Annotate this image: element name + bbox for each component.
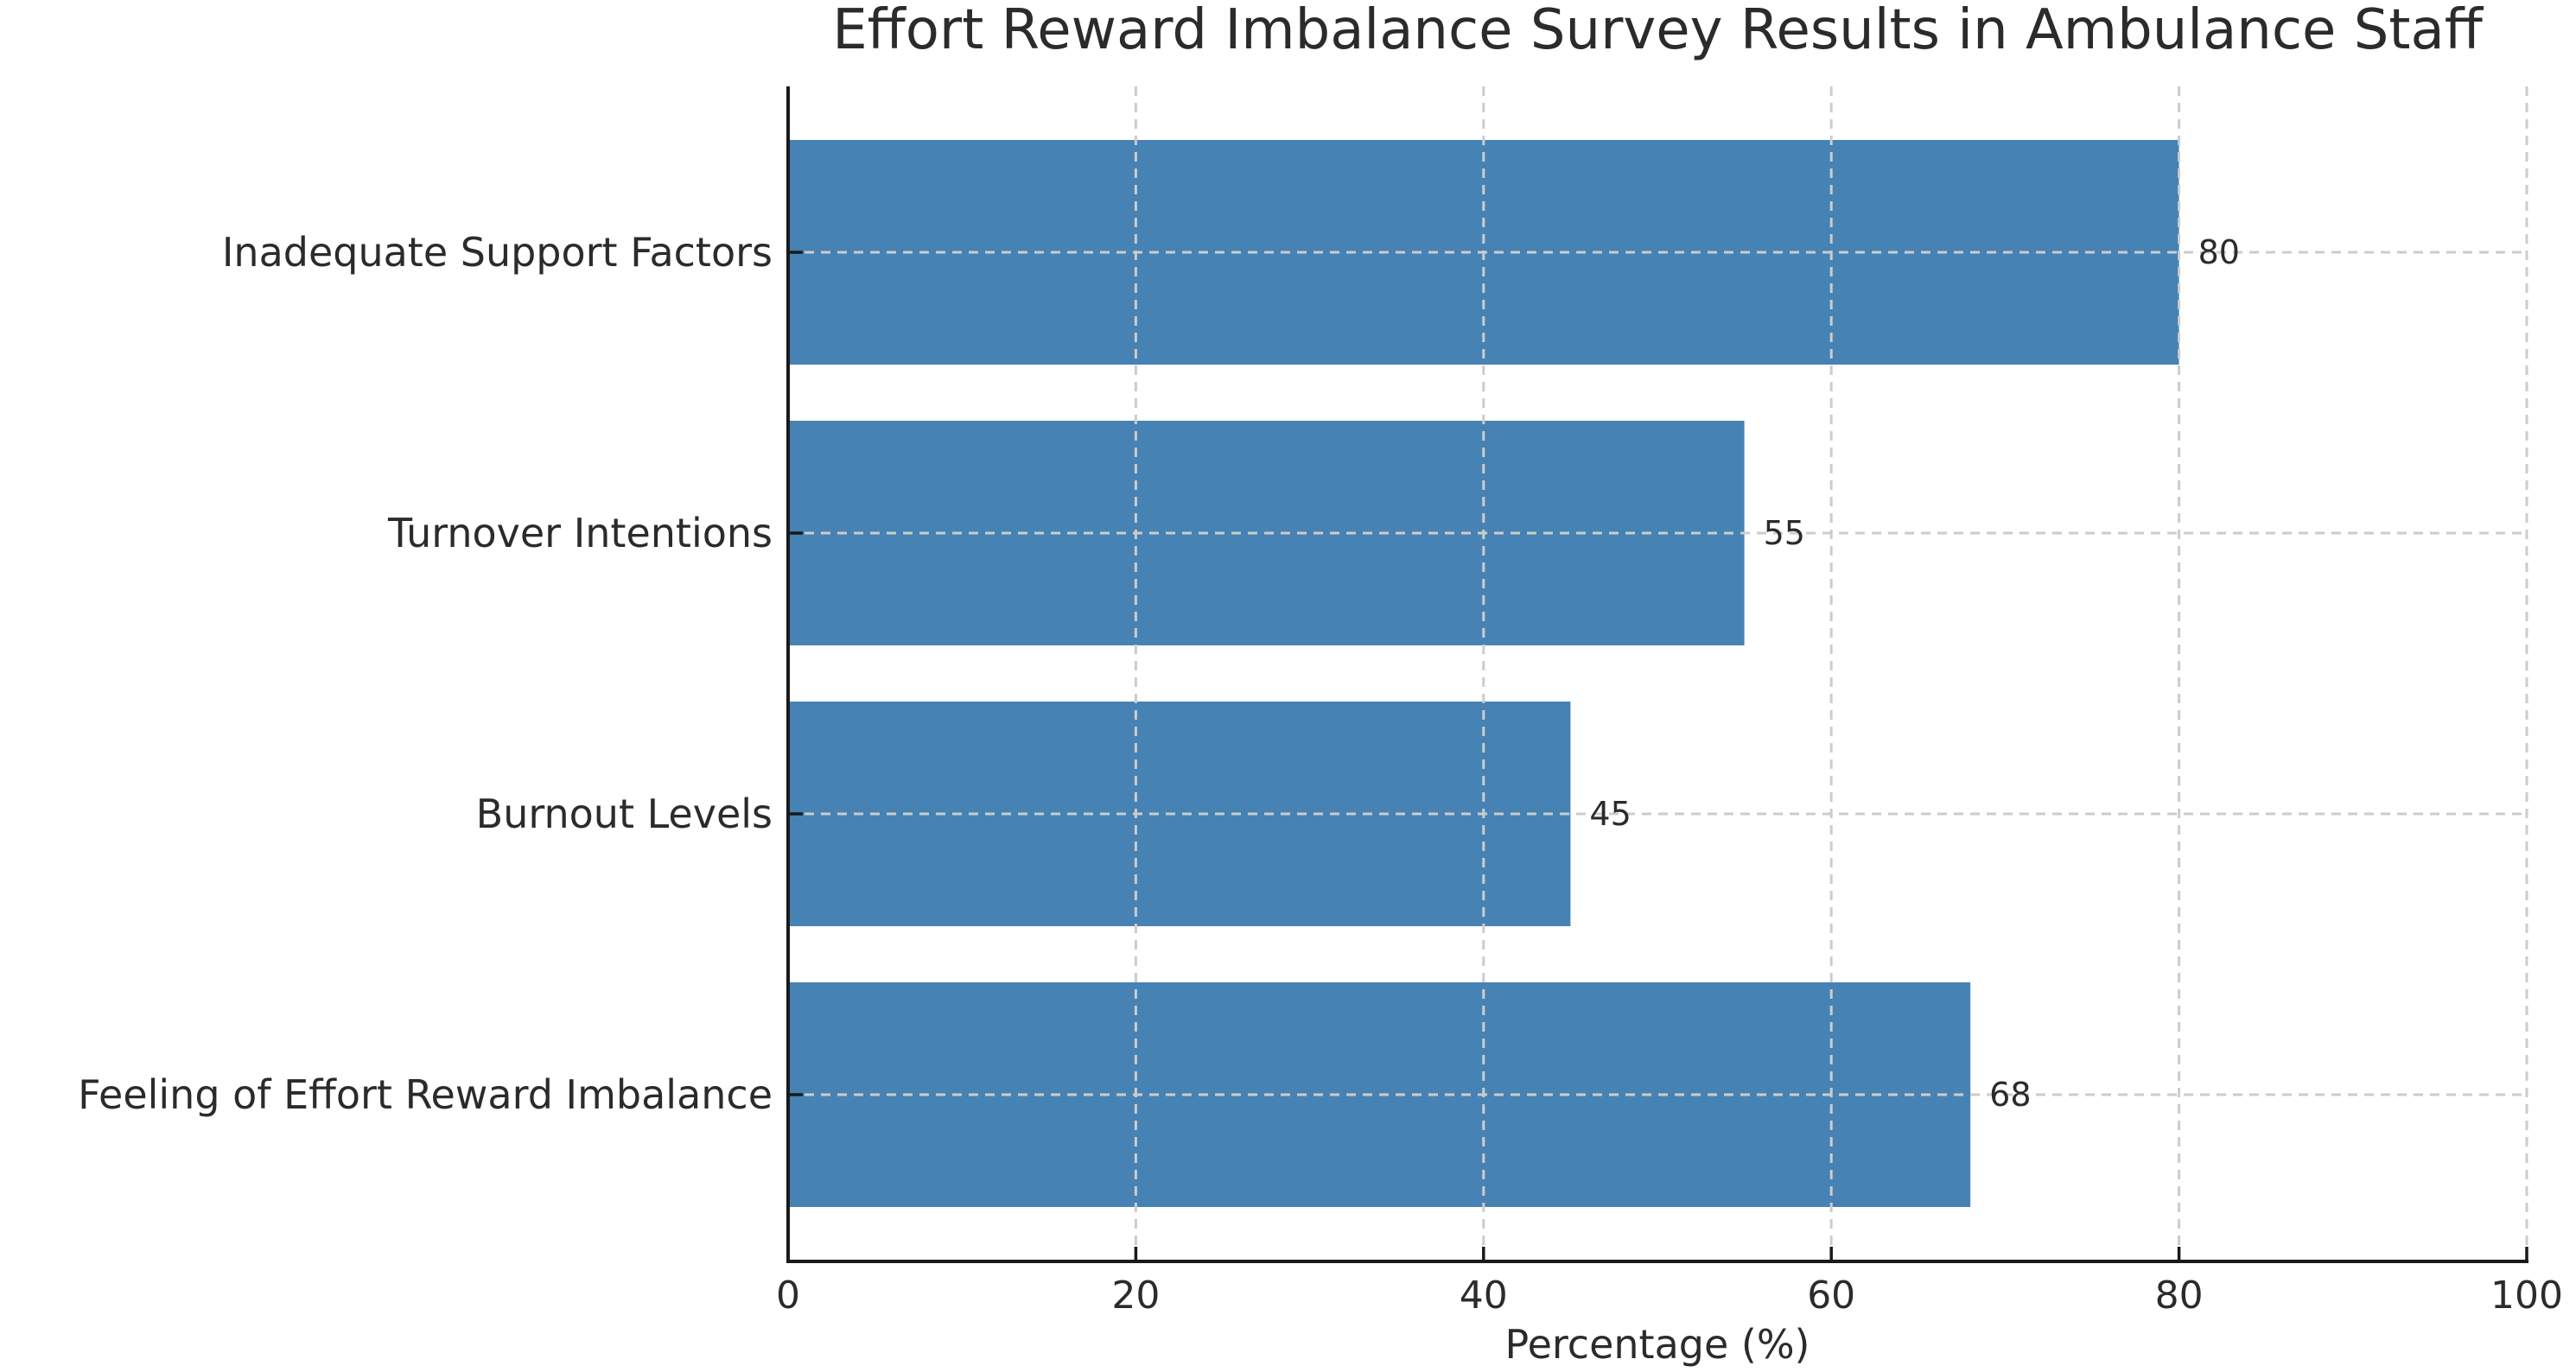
y-axis-category-label: Inadequate Support Factors: [222, 229, 773, 276]
labels-layer: Inadequate Support Factors 80 Turnover Int…: [78, 229, 2563, 1318]
grid-layer: [788, 86, 2528, 1261]
bar-value-label: 55: [1764, 514, 1805, 552]
axes-layer: [786, 86, 2528, 1263]
chart-title: Effort Reward Imbalance Survey Results i…: [832, 0, 2484, 62]
y-axis-category-label: Feeling of Effort Reward Imbalance: [78, 1071, 773, 1118]
x-axis-tick-label: 60: [1807, 1274, 1855, 1318]
bar-value-label: 68: [1989, 1076, 2031, 1114]
x-axis-tick-label: 40: [1460, 1274, 1508, 1318]
y-axis-category-label: Turnover Intentions: [387, 510, 773, 556]
x-axis-tick-label: 20: [1111, 1274, 1160, 1318]
x-axis-tick-label: 100: [2490, 1274, 2563, 1318]
bar-value-label: 80: [2198, 233, 2240, 271]
ticks-layer: [786, 251, 2528, 1261]
x-axis-tick-label: 80: [2155, 1274, 2204, 1318]
bar-value-label: 45: [1589, 795, 1631, 833]
x-axis-tick-label: 0: [776, 1274, 800, 1318]
y-axis-category-label: Burnout Levels: [476, 791, 773, 837]
x-axis-label: Percentage (%): [1505, 1321, 1810, 1368]
bar: [788, 702, 1571, 926]
